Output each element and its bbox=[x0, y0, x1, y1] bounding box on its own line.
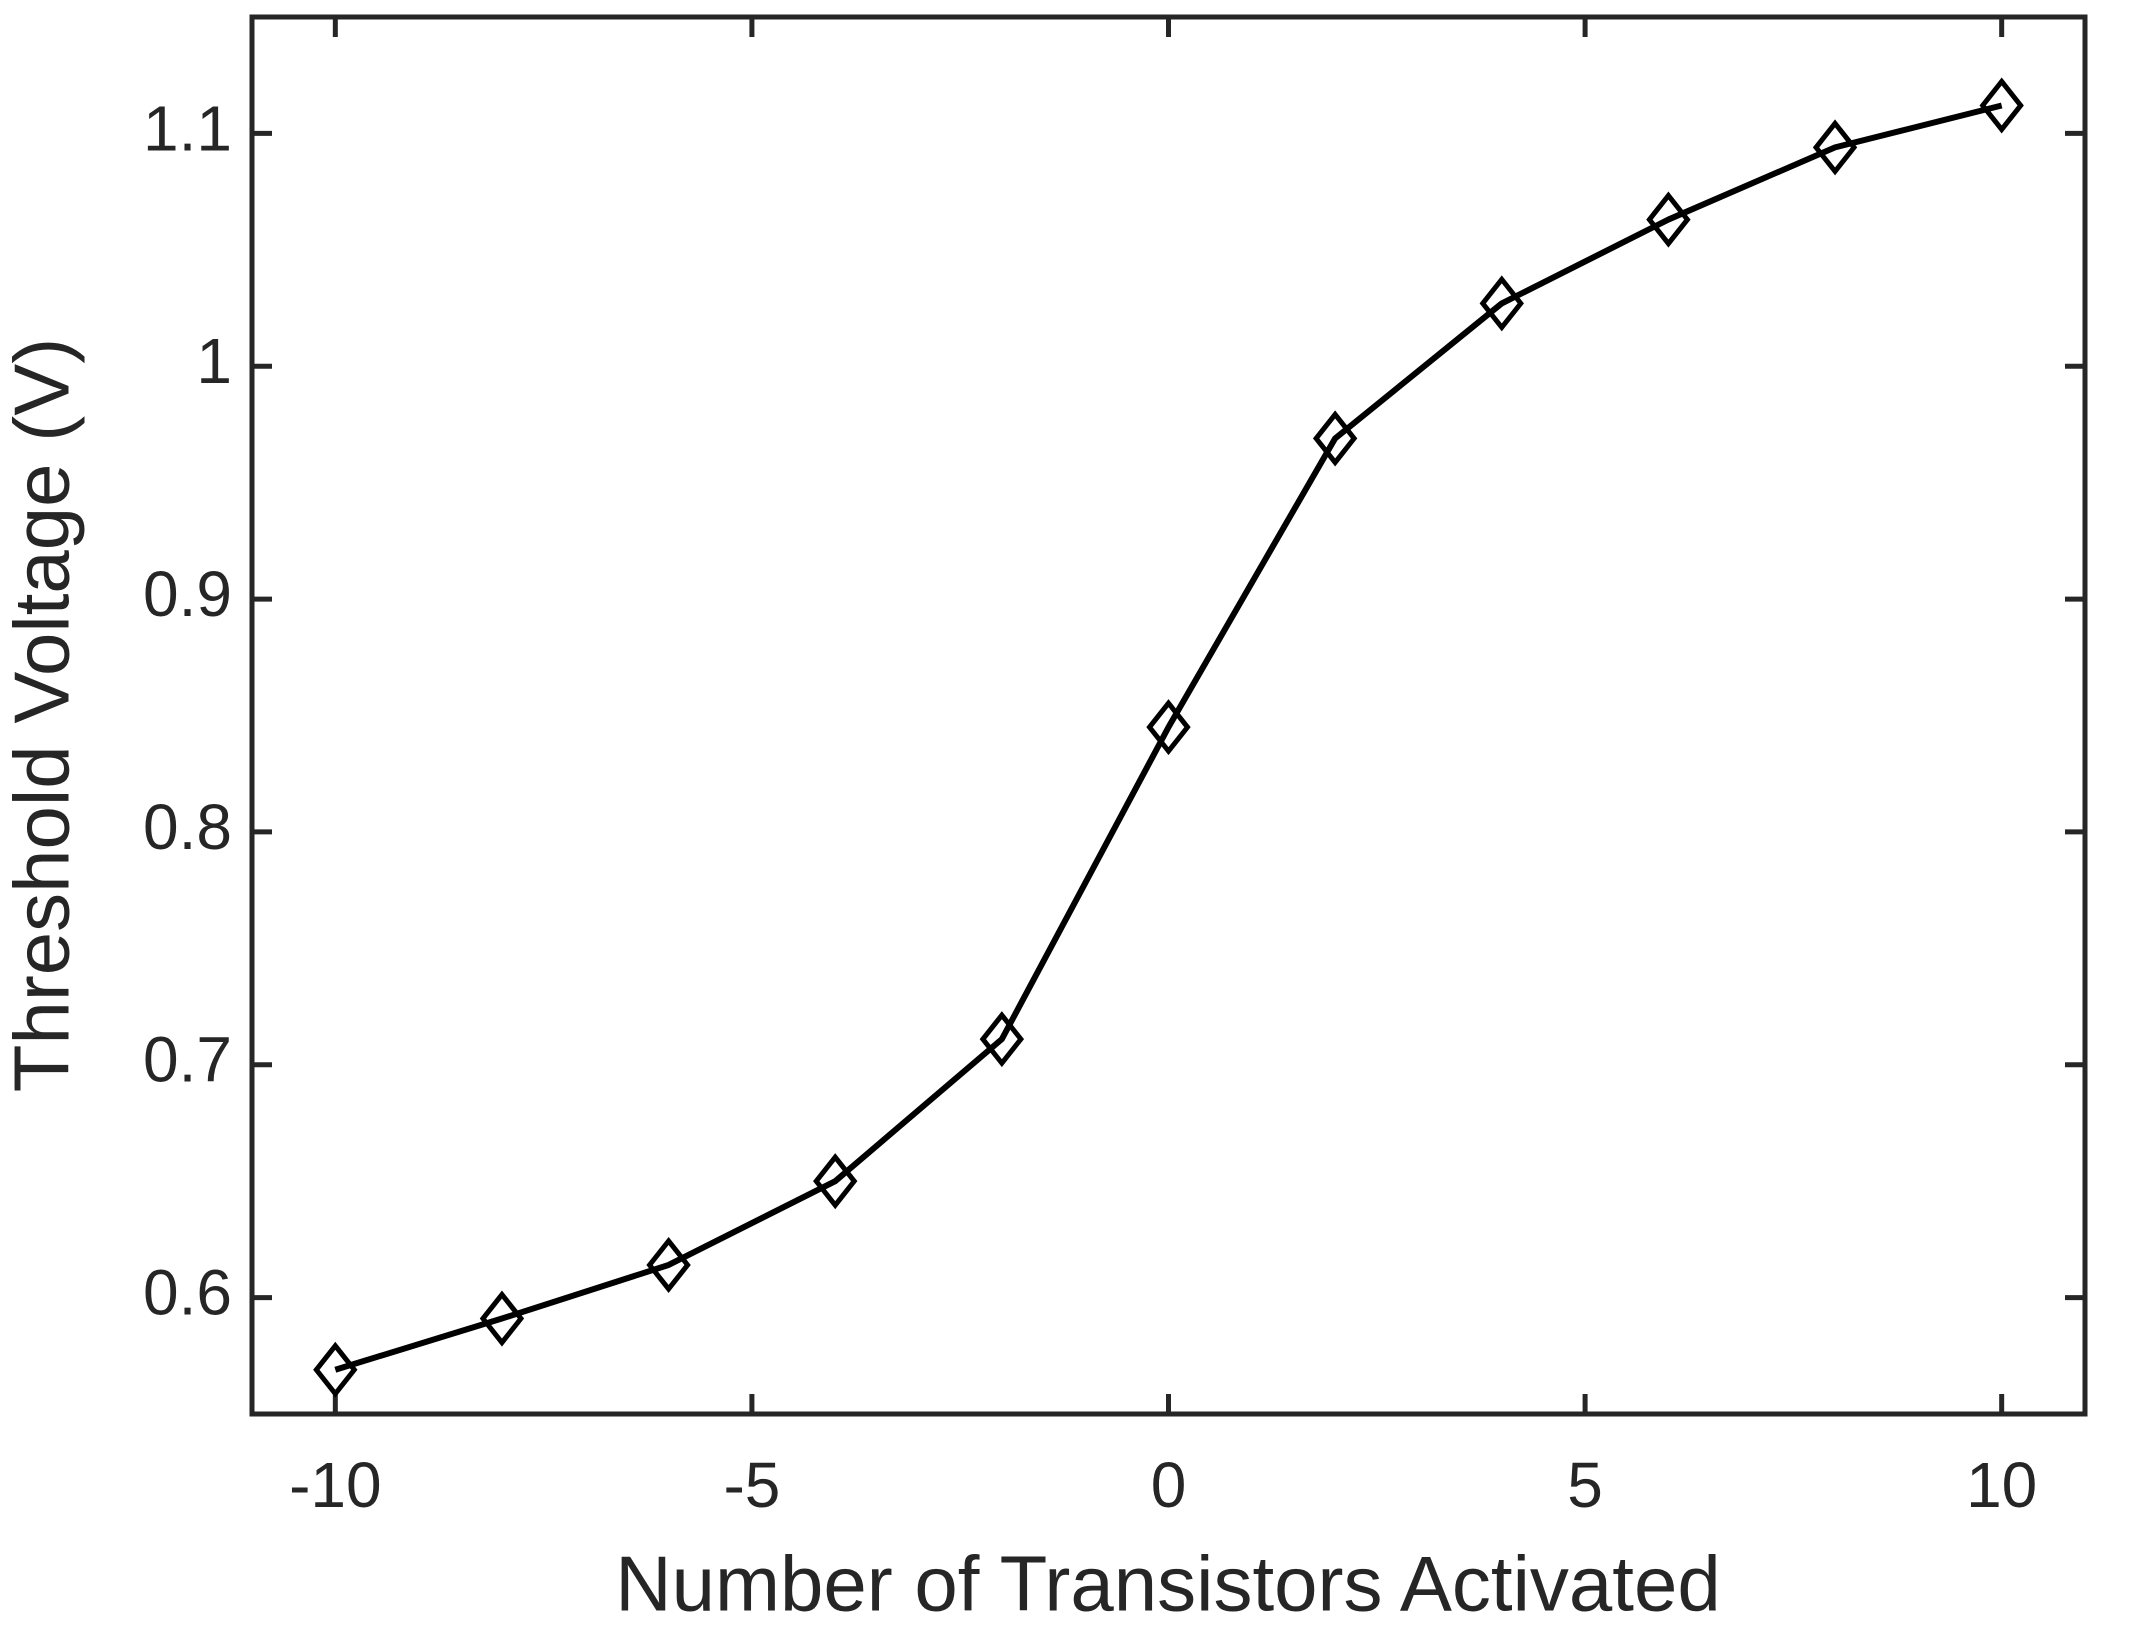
marker bbox=[313, 1341, 358, 1398]
x-tick-label: 5 bbox=[1567, 1449, 1603, 1521]
marker bbox=[1812, 119, 1858, 176]
y-tick-label: 0.8 bbox=[143, 791, 232, 863]
y-axis-label: Threshold Voltage (V) bbox=[0, 338, 86, 1092]
marker bbox=[646, 1236, 691, 1294]
marker bbox=[813, 1153, 858, 1210]
line bbox=[334, 102, 2003, 1373]
y-tick-label: 1 bbox=[196, 325, 232, 397]
x-tick-label: -10 bbox=[289, 1449, 382, 1521]
x-tick-label: 10 bbox=[1966, 1449, 2037, 1521]
marker bbox=[1646, 191, 1691, 248]
marker bbox=[479, 1290, 525, 1347]
x-tick-label: -5 bbox=[723, 1449, 780, 1521]
marker bbox=[979, 1011, 1025, 1068]
y-tick-label: 1.1 bbox=[143, 92, 232, 164]
marker bbox=[1312, 410, 1358, 467]
plot-frame bbox=[249, 14, 2088, 1417]
x-axis-label: Number of Transistors Activated bbox=[615, 1540, 1720, 1628]
y-tick-label: 0.9 bbox=[143, 558, 232, 630]
marker bbox=[1146, 699, 1191, 756]
marker bbox=[1479, 275, 1524, 332]
marker bbox=[1979, 77, 2024, 134]
x-tick-label: 0 bbox=[1151, 1449, 1187, 1521]
y-tick-label: 0.6 bbox=[143, 1256, 232, 1328]
y-tick-label: 0.7 bbox=[143, 1024, 232, 1096]
